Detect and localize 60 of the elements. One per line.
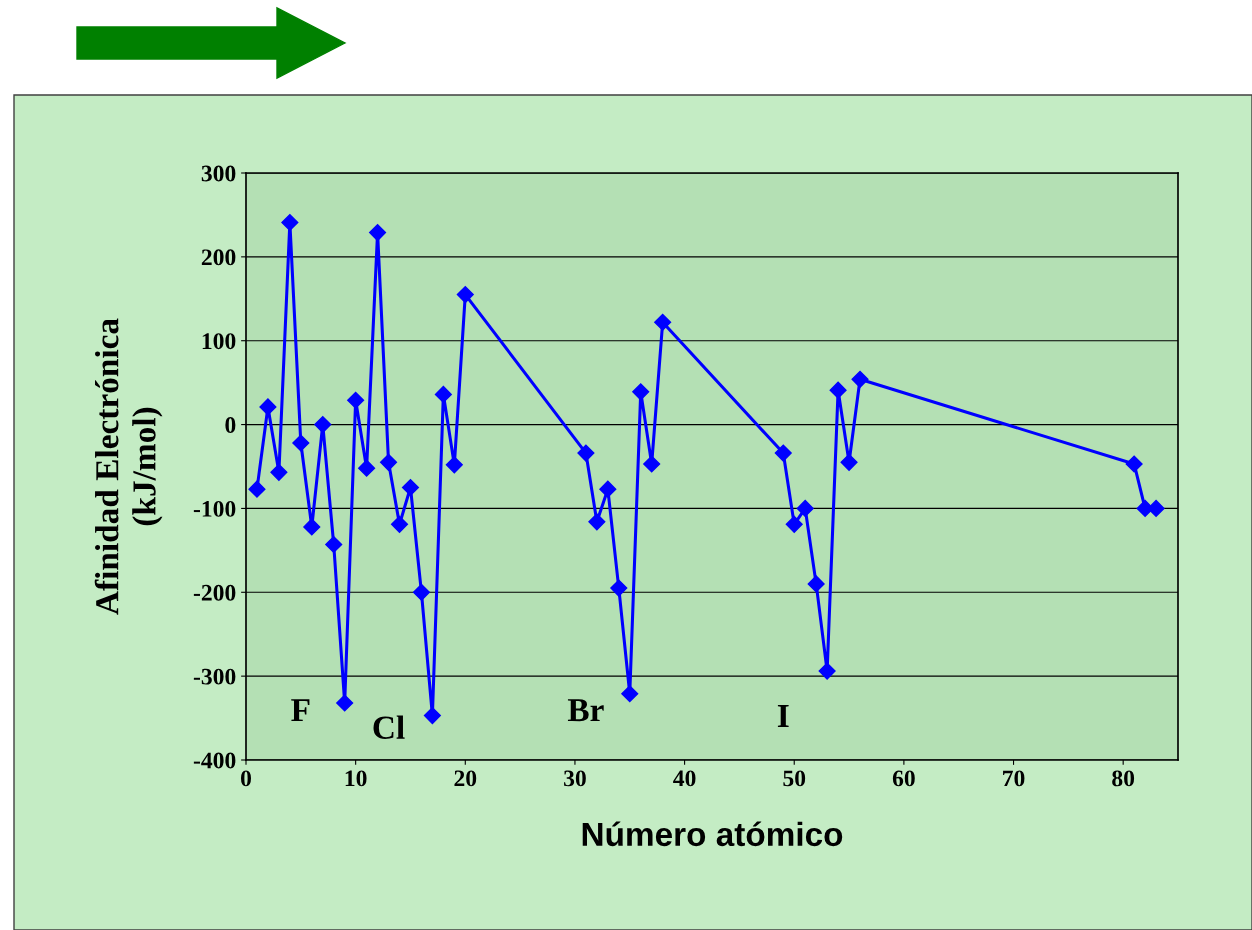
- y-tick-label: 200: [201, 249, 236, 266]
- x-tick-label: 0: [241, 770, 251, 787]
- point: [621, 685, 639, 703]
- point: [588, 513, 606, 531]
- x-axis-title: Número atómico: [582, 821, 843, 847]
- point: [358, 459, 376, 477]
- point: [807, 575, 825, 593]
- x-tick-label: 20: [454, 770, 477, 787]
- point: [401, 478, 420, 497]
- annotation: F: [291, 699, 310, 722]
- point: [412, 583, 430, 601]
- point: [796, 499, 814, 517]
- point: [774, 444, 792, 462]
- y-axis-title: Afinidad Electrónica (kJ/mol): [94, 318, 163, 615]
- point: [281, 213, 299, 232]
- point: [851, 370, 869, 388]
- point: [599, 480, 617, 498]
- point: [259, 398, 277, 416]
- y-tick-label: 100: [202, 333, 236, 350]
- point: [577, 444, 595, 462]
- y-tick-label: -200: [193, 584, 236, 601]
- point: [248, 480, 266, 498]
- x-tick-label: 80: [1112, 770, 1135, 787]
- x-tick-label: 30: [564, 770, 586, 787]
- point: [303, 518, 321, 536]
- point: [347, 391, 365, 409]
- point: [314, 416, 332, 434]
- point: [445, 456, 463, 474]
- x-tick-label: 50: [783, 770, 806, 787]
- annotation: Br: [567, 699, 604, 722]
- point: [818, 662, 836, 680]
- y-tick-label: -400: [193, 752, 236, 769]
- x-tick-label: 60: [892, 770, 915, 787]
- point: [336, 694, 354, 712]
- point: [390, 515, 409, 533]
- point: [785, 515, 803, 533]
- x-tick-label: 70: [1003, 770, 1025, 787]
- point: [456, 286, 474, 304]
- point: [270, 463, 288, 481]
- point: [643, 455, 661, 473]
- point: [369, 223, 387, 242]
- point: [654, 313, 672, 331]
- y-tick-label: -100: [193, 500, 236, 517]
- point: [325, 535, 343, 554]
- point: [829, 381, 847, 399]
- x-tick-label: 10: [345, 770, 367, 787]
- point: [840, 453, 858, 471]
- point: [379, 453, 398, 471]
- y-tick-label: 0: [225, 417, 236, 433]
- x-tick-label: 40: [673, 770, 696, 787]
- y-tick-label: 300: [201, 165, 236, 182]
- point: [434, 385, 452, 403]
- y-tick-label: -300: [193, 668, 236, 685]
- point: [610, 579, 628, 597]
- point: [292, 434, 310, 452]
- annotation: I: [777, 705, 789, 727]
- point: [1125, 455, 1143, 473]
- point: [423, 707, 441, 725]
- point: [632, 383, 650, 401]
- annotation: Cl: [373, 715, 405, 739]
